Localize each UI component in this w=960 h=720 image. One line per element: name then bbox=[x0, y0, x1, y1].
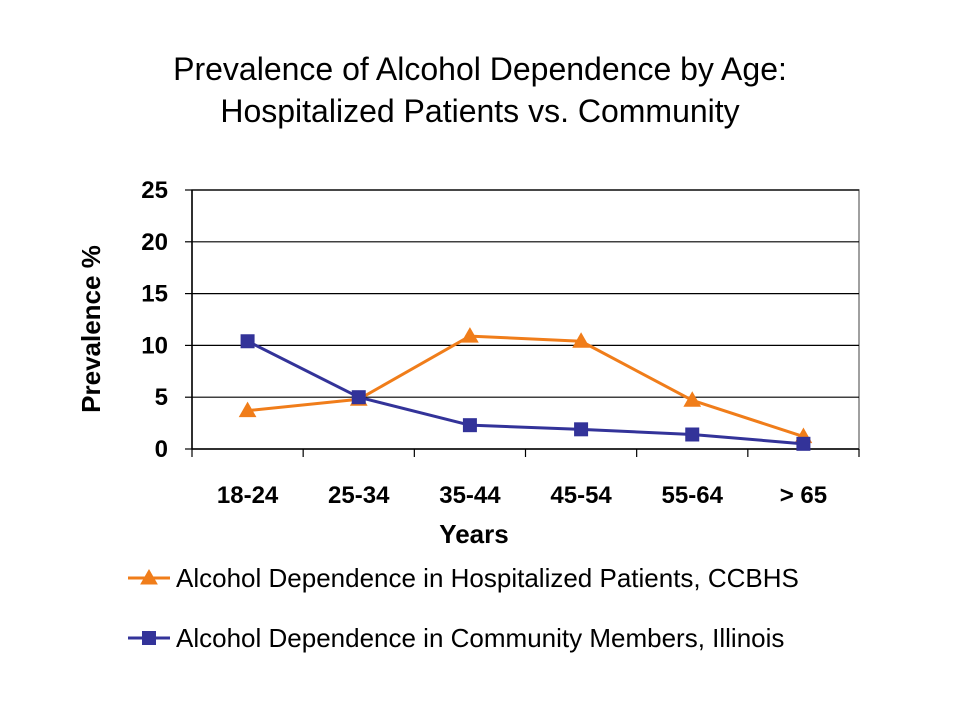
y-axis-ticks: 0 5 10 15 20 25 bbox=[141, 177, 192, 463]
legend-marker bbox=[142, 631, 156, 645]
series-line bbox=[247, 334, 804, 438]
x-tick-label: > 65 bbox=[780, 482, 827, 509]
x-tick-label: 25-34 bbox=[328, 482, 390, 509]
data-point bbox=[238, 401, 257, 418]
y-tick-label: 20 bbox=[141, 229, 168, 256]
x-axis-label: Years bbox=[439, 519, 508, 549]
legend-item-1: Alcohol Dependence in Hospitalized Patie… bbox=[128, 563, 799, 593]
y-tick-label: 15 bbox=[141, 281, 168, 308]
gridlines bbox=[192, 189, 859, 398]
x-tick-label: 18-24 bbox=[217, 482, 279, 509]
legend-label: Alcohol Dependence in Hospitalized Patie… bbox=[176, 563, 799, 593]
data-point bbox=[351, 390, 366, 405]
data-point bbox=[574, 422, 589, 437]
data-point bbox=[683, 391, 702, 407]
series-line bbox=[246, 339, 804, 446]
series-2 bbox=[240, 334, 811, 451]
data-point bbox=[685, 427, 700, 442]
plot-area bbox=[191, 189, 860, 450]
legend-marker bbox=[140, 568, 158, 585]
x-tick-label: 35-44 bbox=[439, 482, 501, 509]
x-tick-label: 55-64 bbox=[662, 482, 724, 509]
data-point bbox=[240, 334, 255, 349]
legend-item-2: Alcohol Dependence in Community Members,… bbox=[128, 623, 784, 653]
chart-title: Prevalence of Alcohol Dependence by Age:… bbox=[0, 48, 960, 132]
legend-label: Alcohol Dependence in Community Members,… bbox=[176, 623, 784, 653]
x-axis-ticks: 18-24 25-34 35-44 45-54 55-64 > 65 bbox=[191, 449, 860, 509]
y-tick-label: 10 bbox=[141, 332, 168, 359]
data-point bbox=[572, 332, 590, 348]
x-tick-label: 45-54 bbox=[550, 482, 612, 509]
chart-title-line-2: Hospitalized Patients vs. Community bbox=[220, 93, 740, 129]
y-tick-label: 25 bbox=[141, 177, 168, 204]
data-point bbox=[462, 418, 477, 433]
legend: Alcohol Dependence in Hospitalized Patie… bbox=[128, 563, 799, 653]
y-tick-label: 0 bbox=[155, 436, 168, 463]
chart-title-line-1: Prevalence of Alcohol Dependence by Age: bbox=[173, 51, 787, 87]
data-point bbox=[796, 436, 811, 451]
y-axis-label: Prevalence % bbox=[76, 245, 106, 413]
y-tick-label: 5 bbox=[155, 384, 168, 411]
data-point bbox=[461, 327, 479, 343]
data-series bbox=[238, 327, 813, 451]
